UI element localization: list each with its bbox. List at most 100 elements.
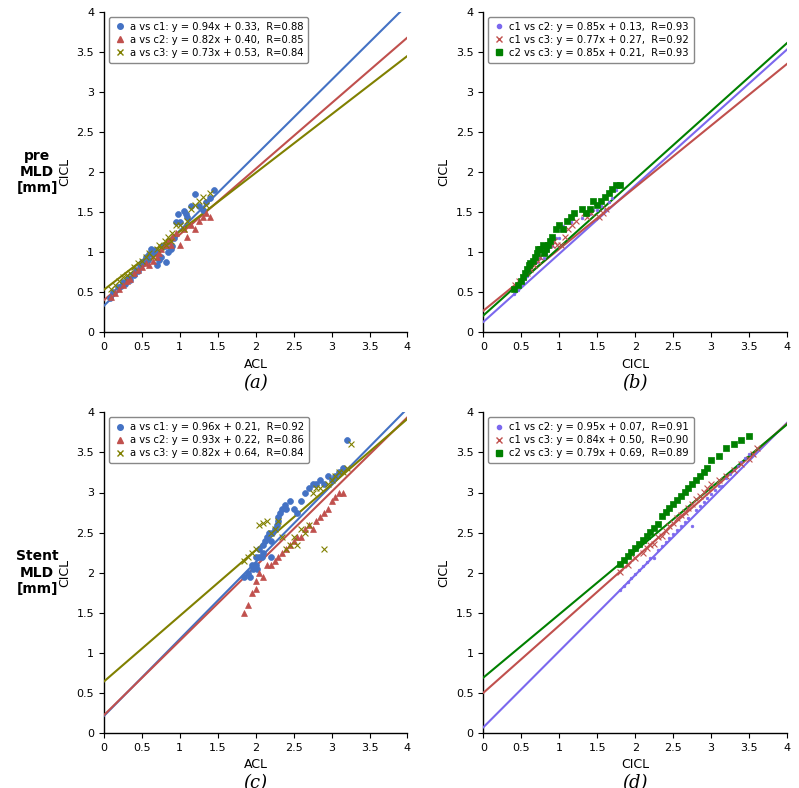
- Point: [531, 255, 543, 268]
- Point: [124, 274, 137, 287]
- Point: [743, 429, 756, 442]
- Point: [117, 276, 129, 288]
- Point: [614, 557, 626, 570]
- Point: [678, 516, 691, 529]
- Point: [743, 452, 756, 465]
- Point: [238, 571, 251, 583]
- Point: [137, 257, 149, 269]
- Point: [154, 251, 167, 263]
- Point: [114, 280, 127, 292]
- Point: [515, 280, 527, 292]
- Point: [678, 505, 691, 518]
- Point: [139, 251, 152, 263]
- Point: [705, 453, 718, 466]
- Point: [303, 482, 316, 495]
- Point: [697, 496, 710, 508]
- Point: [516, 271, 529, 284]
- Point: [306, 486, 319, 499]
- Point: [181, 210, 194, 223]
- Point: [534, 251, 547, 264]
- Point: [659, 536, 672, 548]
- Point: [547, 235, 560, 247]
- Point: [720, 472, 733, 485]
- Point: [314, 474, 327, 487]
- Point: [119, 278, 132, 291]
- Point: [276, 546, 288, 559]
- Point: [291, 538, 304, 551]
- Point: [694, 500, 706, 512]
- Point: [735, 455, 748, 468]
- Point: [158, 235, 171, 247]
- Point: [523, 258, 535, 271]
- Point: [513, 275, 526, 288]
- Point: [105, 283, 118, 296]
- Point: [549, 232, 562, 244]
- Point: [682, 512, 695, 525]
- Point: [143, 247, 156, 260]
- Point: [636, 546, 649, 559]
- Point: [511, 279, 524, 292]
- Point: [690, 504, 702, 516]
- Point: [524, 262, 537, 275]
- Point: [663, 520, 676, 533]
- Legend: a vs c1: y = 0.96x + 0.21,  R=0.92, a vs c2: y = 0.93x + 0.22,  R=0.86, a vs c3:: a vs c1: y = 0.96x + 0.21, R=0.92, a vs …: [109, 418, 309, 463]
- Point: [193, 214, 205, 227]
- Point: [128, 261, 141, 273]
- Point: [278, 498, 291, 511]
- Point: [713, 449, 725, 462]
- Point: [185, 218, 197, 231]
- Point: [169, 215, 182, 228]
- Point: [139, 251, 152, 263]
- Point: [124, 266, 137, 279]
- Point: [694, 470, 706, 482]
- Point: [566, 218, 578, 231]
- Point: [542, 239, 555, 251]
- Point: [598, 191, 611, 203]
- Point: [644, 526, 657, 538]
- Point: [720, 470, 733, 483]
- Point: [291, 530, 304, 543]
- Point: [666, 517, 679, 530]
- Point: [633, 537, 646, 550]
- Point: [333, 466, 346, 479]
- Point: [618, 580, 630, 593]
- Point: [557, 219, 570, 232]
- Point: [185, 203, 197, 215]
- Point: [241, 567, 254, 579]
- Point: [523, 265, 535, 277]
- Point: [288, 502, 300, 515]
- Point: [600, 203, 613, 215]
- Point: [177, 204, 190, 217]
- X-axis label: ACL: ACL: [244, 358, 268, 370]
- Point: [272, 515, 285, 527]
- Point: [697, 485, 710, 498]
- Point: [524, 262, 537, 274]
- Point: [272, 550, 285, 563]
- Point: [165, 239, 177, 251]
- Point: [193, 195, 205, 207]
- Point: [674, 508, 687, 521]
- Point: [249, 574, 262, 587]
- Point: [181, 214, 194, 227]
- Point: [150, 243, 164, 255]
- Point: [746, 448, 759, 460]
- Point: [325, 474, 338, 487]
- Point: [147, 251, 160, 263]
- Point: [564, 210, 577, 223]
- Point: [158, 240, 171, 252]
- Point: [724, 468, 737, 481]
- Point: [686, 478, 698, 490]
- Point: [204, 191, 217, 204]
- Point: [610, 179, 622, 191]
- Point: [124, 273, 137, 285]
- Point: [648, 537, 661, 550]
- Point: [655, 540, 668, 552]
- Point: [132, 263, 145, 276]
- Point: [288, 530, 300, 543]
- Point: [655, 530, 668, 542]
- Point: [521, 262, 534, 275]
- Point: [173, 239, 186, 251]
- Point: [648, 552, 661, 564]
- Point: [180, 207, 193, 220]
- Point: [590, 203, 604, 216]
